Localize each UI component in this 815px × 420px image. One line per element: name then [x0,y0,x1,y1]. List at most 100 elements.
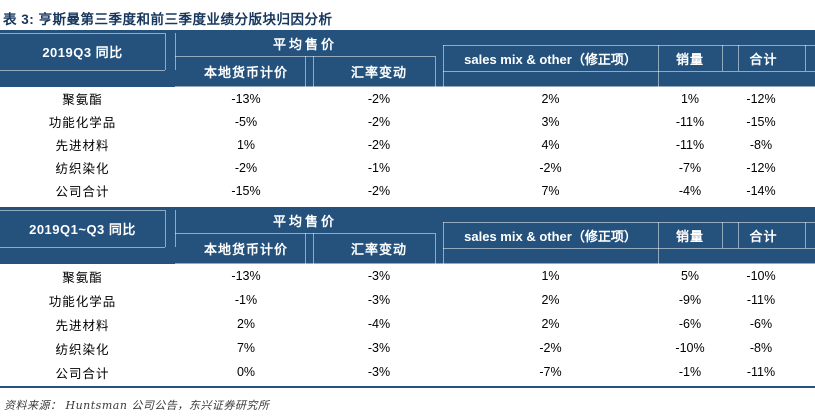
table-row: 功能化学品 -1% -3% 2% -9% -11% [0,288,815,312]
table-row: 纺织染化 7% -3% -2% -10% -8% [0,336,815,360]
col-header-fx-change: 汇率变动 [350,66,407,81]
segment-label: 先进材料 [55,317,110,333]
value-total: -14% [746,183,776,198]
value-total: -15% [746,114,776,129]
value-volume: 1% [680,91,700,106]
value-fx-change: -2% [367,91,391,106]
value-fx-change: -3% [367,269,391,283]
header-border [305,233,306,264]
value-local-currency: -5% [234,114,258,129]
value-volume: -7% [678,160,702,175]
value-total: -8% [749,137,773,152]
value-volume: 5% [680,269,700,283]
col-header-total: 合计 [749,52,778,68]
table-header: 2019Q1~Q3 同比 平均售价 本地货币计价 汇率变动 sales mix … [0,207,815,264]
header-border [0,210,165,211]
table-header: 2019Q3 同比 平均售价 本地货币计价 汇率变动 sales mix & o… [0,30,815,87]
col-header-local-currency: 本地货币计价 [203,243,288,258]
header-border [165,210,166,247]
table-row: 公司合计 0% -3% -7% -1% -11% [0,360,815,384]
segment-label: 功能化学品 [48,293,117,309]
table-row: 先进材料 2% -4% 2% -6% -6% [0,312,815,336]
period-header: 2019Q1~Q3 同比 [29,222,136,237]
value-sales-mix: 2% [541,317,560,331]
source-text: Huntsman 公司公告，东兴证券研究所 [65,399,270,412]
segment-label: 功能化学品 [48,115,117,130]
value-fx-change: -3% [367,293,391,307]
value-fx-change: -2% [367,183,391,198]
value-volume: -10% [675,341,705,355]
divider-line [0,386,815,388]
value-sales-mix: -2% [539,160,562,175]
attribution-table: 2019Q1~Q3 同比 平均售价 本地货币计价 汇率变动 sales mix … [0,207,815,384]
table-body: 聚氨酯 -13% -2% 2% 1% -12% 功能化学品 -5% -2% 3%… [0,87,815,202]
value-volume: -11% [675,137,705,152]
value-sales-mix: 2% [541,293,560,307]
value-fx-change: -3% [367,365,391,379]
attribution-table: 2019Q3 同比 平均售价 本地货币计价 汇率变动 sales mix & o… [0,30,815,202]
value-local-currency: -2% [234,160,258,175]
header-border [435,233,436,264]
col-header-fx-change: 汇率变动 [350,243,407,258]
table-body: 聚氨酯 -13% -3% 1% 5% -10% 功能化学品 -1% -3% 2%… [0,264,815,384]
value-total: -11% [746,293,776,307]
header-border [443,45,815,46]
table-row: 聚氨酯 -13% -3% 1% 5% -10% [0,264,815,288]
col-header-local-currency: 本地货币计价 [203,66,288,81]
header-border [658,45,659,87]
header-border [722,45,723,71]
source-label: 资料来源： [4,399,62,412]
header-border [805,45,806,71]
value-sales-mix: 1% [541,269,560,283]
tables-container: 2019Q3 同比 平均售价 本地货币计价 汇率变动 sales mix & o… [0,30,815,384]
value-volume: -6% [678,317,702,331]
value-local-currency: -15% [231,183,261,198]
value-local-currency: -13% [231,91,261,106]
period-header: 2019Q3 同比 [42,45,123,60]
value-total: -10% [746,269,776,283]
col-header-volume: 销量 [675,229,704,245]
header-border [175,33,176,70]
col-header-avg-price-group: 平均售价 [272,214,337,230]
source-note: 资料来源： Huntsman 公司公告，东兴证券研究所 [0,388,815,413]
value-local-currency: 7% [236,341,256,355]
value-sales-mix: 7% [541,183,560,198]
table-row: 聚氨酯 -13% -2% 2% 1% -12% [0,87,815,110]
header-border [443,222,444,264]
segment-label: 公司合计 [55,184,110,199]
header-border [443,222,815,223]
segment-label: 先进材料 [55,138,110,153]
col-header-volume: 销量 [675,52,704,68]
header-border [658,222,659,264]
value-sales-mix: 3% [541,114,560,129]
col-header-total: 合计 [749,229,778,245]
value-total: -8% [749,341,773,355]
value-fx-change: -2% [367,137,391,152]
header-border [722,222,723,248]
table-row: 公司合计 -15% -2% 7% -4% -14% [0,179,815,202]
value-total: -12% [746,91,776,106]
header-border [175,210,176,247]
header-border [305,56,306,87]
header-border [313,233,314,264]
header-border [165,33,166,70]
value-fx-change: -1% [367,160,391,175]
value-fx-change: -2% [367,114,391,129]
value-local-currency: 2% [236,317,256,331]
col-header-avg-price-group: 平均售价 [272,37,337,53]
value-volume: -4% [678,183,702,198]
value-sales-mix: 2% [541,91,560,106]
header-border [738,222,739,248]
header-border [443,45,444,87]
header-border [313,56,314,87]
header-border [805,222,806,248]
header-border [0,70,165,71]
header-border [435,56,436,87]
value-fx-change: -4% [367,317,391,331]
value-sales-mix: 4% [541,137,560,152]
table-row: 纺织染化 -2% -1% -2% -7% -12% [0,156,815,179]
value-sales-mix: -7% [539,365,562,379]
table-row: 功能化学品 -5% -2% 3% -11% -15% [0,110,815,133]
segment-label: 纺织染化 [55,341,110,357]
header-border [175,263,815,264]
